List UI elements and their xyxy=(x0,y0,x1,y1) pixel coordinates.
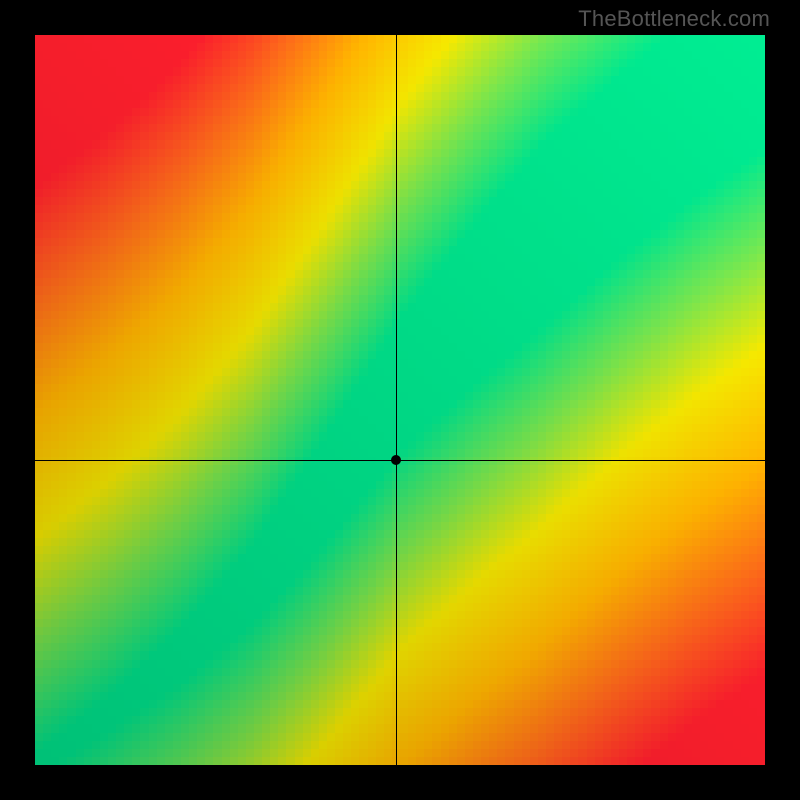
bottleneck-heatmap xyxy=(35,35,765,765)
chart-frame: TheBottleneck.com xyxy=(0,0,800,800)
selected-point-marker xyxy=(391,455,401,465)
crosshair-vertical xyxy=(396,35,397,765)
watermark-text: TheBottleneck.com xyxy=(578,6,770,32)
